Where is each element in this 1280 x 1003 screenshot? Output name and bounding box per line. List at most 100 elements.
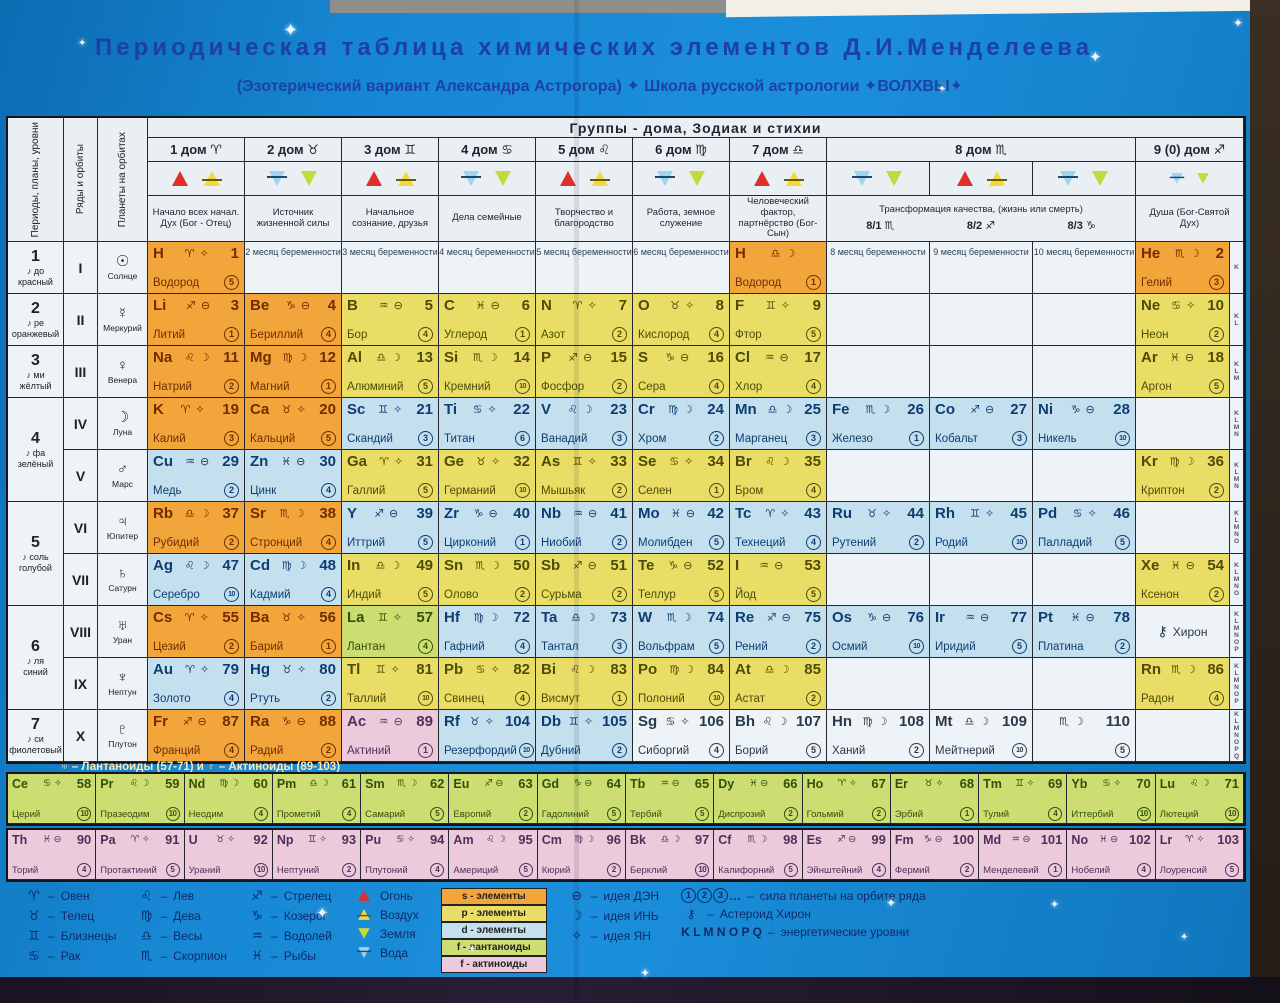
element-cell-bottom: Теллур 5 (638, 587, 724, 602)
element-cell: Ge ♉ ✧ 32 Германий 10 (439, 450, 536, 502)
empty-cell (1033, 658, 1136, 710)
zodiac-idea-symbols: ♎ ☽ (184, 508, 211, 520)
element-name: Франций (153, 744, 201, 757)
atomic-number: 46 (1113, 505, 1130, 522)
element-name: Церий (12, 808, 41, 820)
zodiac-sign-icon: ♎ (140, 928, 153, 943)
element-symbol: Zr (444, 505, 459, 522)
zodiac-idea-symbols: ♉ ✧ (867, 508, 893, 520)
element-cell-top: Nb ♒ ⊖ 41 (541, 505, 627, 522)
element-symbol: As (541, 453, 561, 470)
element-cell: Cf ♏ ☽ 98 Калифорний 5 (714, 830, 803, 880)
zodiac-idea-symbols: ♓ ⊖ (1170, 560, 1196, 572)
zodiac-idea-symbols: ♒ ⊖ (1011, 834, 1031, 845)
element-cell-top: Po ♍ ☽ 84 (638, 661, 724, 678)
legend-idea-item: ⊖ – идея ДЭН (569, 888, 659, 904)
earth-triangle-icon (358, 928, 370, 939)
element-name: Цезий (153, 640, 186, 653)
legend-separator: – (271, 909, 278, 923)
star-decoration-icon: ✦ (1233, 16, 1244, 30)
element-symbol: Cf (718, 832, 732, 847)
atomic-number: 78 (1113, 609, 1130, 626)
atomic-number: 23 (610, 401, 627, 418)
energy-level-letter: M (1233, 524, 1240, 531)
element-symbol: Tb (629, 776, 646, 791)
element-name: Рений (735, 640, 768, 653)
element-cell: Ac ♒ ⊖ 89 Актиний 1 (342, 710, 439, 762)
planet-power-badge: 2 (321, 743, 336, 758)
idea-name: идея ДЭН (603, 889, 660, 903)
element-cell-top: Th ♓ ⊖ 90 (12, 832, 91, 847)
element-name: Лантан (347, 640, 386, 653)
zodiac-idea-symbols: ♏ ☽ (865, 404, 892, 416)
element-cell: Be ♑ ⊖ 4 Бериллий 4 (245, 294, 342, 346)
element-cell: Cs ♈ ✧ 55 Цезий 2 (148, 606, 245, 658)
planet-power-badge: 4 (709, 379, 724, 394)
element-cell-bottom: Кремний 10 (444, 379, 530, 394)
period-color: зелёный (17, 459, 54, 470)
element-cell-bottom: Свинец 4 (444, 691, 530, 706)
house-label: 3 дом ♊ (342, 138, 439, 162)
element-cell-top: Ag ♌ ☽ 47 (153, 557, 239, 574)
atomic-number: 79 (222, 661, 239, 678)
planet-power-badge: 4 (321, 587, 336, 602)
element-cell-bottom: Криптон 2 (1141, 483, 1224, 498)
zodiac-sign-icon: ♏ (140, 948, 153, 963)
chiron-name: Хирон (1172, 624, 1208, 639)
element-symbol: At (735, 661, 751, 678)
zodiac-sign-name: Рыбы (283, 949, 316, 963)
element-triangle-wrap (354, 945, 374, 960)
planet-power-badge: 2 (1209, 327, 1224, 342)
element-cell-bottom: Железо 1 (832, 431, 924, 446)
element-cell-bottom: Азот 2 (541, 327, 627, 342)
zodiac-idea-symbols: ♈ ✧ (180, 404, 206, 416)
element-cell-bottom: Висмут 1 (541, 691, 627, 706)
element-name: Хлор (735, 380, 763, 393)
planet-power-badge: 2 (783, 807, 798, 821)
energy-level-letter: O (1233, 690, 1240, 698)
zodiac-idea-symbols: ♑ ⊖ (285, 300, 311, 312)
house-label: 5 дом ♌ (536, 138, 633, 162)
element-cell-top: Y ♐ ⊖ 39 (347, 505, 433, 522)
element-cell-top: Xe ♓ ⊖ 54 (1141, 557, 1224, 574)
element-cell-top: Rf ♉ ✧ 104 (444, 713, 530, 730)
energy-level-letter: L (1234, 669, 1239, 677)
idea-name: идея ЯН (603, 929, 651, 943)
element-symbol: Cs (153, 609, 173, 626)
element-cell: Bh ♌ ☽ 107 Борий 5 (730, 710, 827, 762)
atomic-number: 20 (319, 401, 336, 418)
element-cell-bottom: Ниобий 2 (541, 535, 627, 550)
element-cell-top: Mo ♓ ⊖ 42 (638, 505, 724, 522)
zodiac-idea-symbols: ♏ ☽ (747, 834, 768, 845)
atomic-number: 73 (610, 609, 627, 626)
element-cell: La ♊ ✧ 57 Лантан 4 (342, 606, 439, 658)
zodiac-idea-symbols: ♑ ⊖ (281, 716, 307, 728)
element-name: Плутоний (365, 864, 408, 876)
element-cell: Es ♐ ⊖ 99 Эйнштейний 4 (802, 830, 891, 880)
element-symbol: Pd (1038, 505, 1058, 522)
element-cell-bottom: Самарий 5 (365, 807, 445, 821)
planet-power-badge: 2 (612, 743, 627, 758)
element-cell-bottom: Молибден 5 (638, 535, 724, 550)
element-symbol: Se (638, 453, 657, 470)
element-triangle-wrap (354, 907, 374, 922)
element-cell-top: Dy ♓ ⊖ 66 (718, 776, 797, 791)
zodiac-idea-symbols: ♎ ☽ (767, 404, 794, 416)
atomic-number: 1 (230, 245, 239, 262)
element-symbol: Mn (735, 401, 757, 418)
element-symbol: Po (638, 661, 658, 678)
element-symbol: Lu (1159, 776, 1175, 791)
star-decoration-icon: ✦ (1050, 899, 1060, 911)
element-symbol: Bk (629, 832, 646, 847)
house8-subdivision-label: 8/1 ♏ (866, 219, 895, 232)
atomic-number: 37 (222, 505, 239, 522)
planet-power-badge: 5 (709, 587, 724, 602)
planet-power-badge: 10 (224, 587, 239, 602)
zodiac-idea-symbols: ♐ ⊖ (484, 778, 504, 789)
pregnancy-month-note: 8 месяц беременности (827, 242, 930, 294)
zodiac-idea-symbols: ♐ ⊖ (970, 404, 996, 416)
house-description-text: Творчество и благородство (554, 206, 614, 229)
planet-power-badge: 4 (321, 535, 336, 550)
